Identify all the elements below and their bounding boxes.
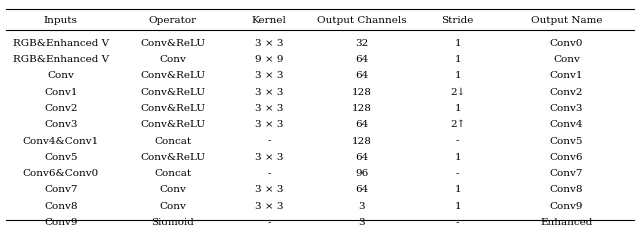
Text: Conv1: Conv1 (44, 87, 77, 96)
Text: 64: 64 (355, 152, 368, 161)
Text: 3 × 3: 3 × 3 (255, 71, 283, 80)
Text: 3 × 3: 3 × 3 (255, 152, 283, 161)
Text: Enhanced: Enhanced (540, 217, 593, 225)
Text: Concat: Concat (154, 136, 191, 145)
Text: Conv&ReLU: Conv&ReLU (140, 71, 205, 80)
Text: -: - (456, 168, 460, 177)
Text: Conv3: Conv3 (550, 104, 583, 112)
Text: 1: 1 (454, 201, 461, 210)
Text: 3 × 3: 3 × 3 (255, 104, 283, 112)
Text: Conv5: Conv5 (44, 152, 77, 161)
Text: Output Channels: Output Channels (317, 16, 406, 25)
Text: Conv9: Conv9 (44, 217, 77, 225)
Text: Stride: Stride (442, 16, 474, 25)
Text: -: - (267, 168, 271, 177)
Text: 1: 1 (454, 55, 461, 64)
Text: RGB&Enhanced V: RGB&Enhanced V (13, 55, 109, 64)
Text: Concat: Concat (154, 168, 191, 177)
Text: 9 × 9: 9 × 9 (255, 55, 283, 64)
Text: 64: 64 (355, 184, 368, 194)
Text: Conv4&Conv1: Conv4&Conv1 (22, 136, 99, 145)
Text: 3 × 3: 3 × 3 (255, 201, 283, 210)
Text: 1: 1 (454, 71, 461, 80)
Text: RGB&Enhanced V: RGB&Enhanced V (13, 39, 109, 48)
Text: Conv8: Conv8 (44, 201, 77, 210)
Text: Conv: Conv (553, 55, 580, 64)
Text: Conv7: Conv7 (44, 184, 77, 194)
Text: Conv: Conv (159, 55, 186, 64)
Text: Kernel: Kernel (252, 16, 286, 25)
Text: Operator: Operator (148, 16, 197, 25)
Text: Conv9: Conv9 (550, 201, 583, 210)
Text: Conv&ReLU: Conv&ReLU (140, 104, 205, 112)
Text: Conv1: Conv1 (550, 71, 583, 80)
Text: 3 × 3: 3 × 3 (255, 39, 283, 48)
Text: -: - (456, 217, 460, 225)
Text: 64: 64 (355, 71, 368, 80)
Text: 32: 32 (355, 39, 368, 48)
Text: Conv&ReLU: Conv&ReLU (140, 87, 205, 96)
Text: Conv5: Conv5 (550, 136, 583, 145)
Text: 96: 96 (355, 168, 368, 177)
Text: 1: 1 (454, 104, 461, 112)
Text: Sigmoid: Sigmoid (152, 217, 194, 225)
Text: -: - (456, 136, 460, 145)
Text: Conv&ReLU: Conv&ReLU (140, 152, 205, 161)
Text: Conv2: Conv2 (550, 87, 583, 96)
Text: 1: 1 (454, 184, 461, 194)
Text: 128: 128 (351, 87, 372, 96)
Text: Conv&ReLU: Conv&ReLU (140, 39, 205, 48)
Text: Conv: Conv (159, 184, 186, 194)
Text: 3 × 3: 3 × 3 (255, 87, 283, 96)
Text: Output Name: Output Name (531, 16, 602, 25)
Text: -: - (267, 217, 271, 225)
Text: 2↑: 2↑ (450, 120, 465, 129)
Text: Conv0: Conv0 (550, 39, 583, 48)
Text: 64: 64 (355, 55, 368, 64)
Text: Conv3: Conv3 (44, 120, 77, 129)
Text: Conv: Conv (159, 201, 186, 210)
Text: 64: 64 (355, 120, 368, 129)
Text: 3: 3 (358, 217, 365, 225)
Text: 3 × 3: 3 × 3 (255, 184, 283, 194)
Text: 2↓: 2↓ (450, 87, 465, 96)
Text: Inputs: Inputs (44, 16, 77, 25)
Text: Conv&ReLU: Conv&ReLU (140, 120, 205, 129)
Text: 1: 1 (454, 152, 461, 161)
Text: Conv2: Conv2 (44, 104, 77, 112)
Text: Conv7: Conv7 (550, 168, 583, 177)
Text: 3: 3 (358, 201, 365, 210)
Text: Conv8: Conv8 (550, 184, 583, 194)
Text: Conv6: Conv6 (550, 152, 583, 161)
Text: Conv4: Conv4 (550, 120, 583, 129)
Text: 128: 128 (351, 136, 372, 145)
Text: 3 × 3: 3 × 3 (255, 120, 283, 129)
Text: 128: 128 (351, 104, 372, 112)
Text: 1: 1 (454, 39, 461, 48)
Text: Conv6&Conv0: Conv6&Conv0 (22, 168, 99, 177)
Text: -: - (267, 136, 271, 145)
Text: Conv: Conv (47, 71, 74, 80)
